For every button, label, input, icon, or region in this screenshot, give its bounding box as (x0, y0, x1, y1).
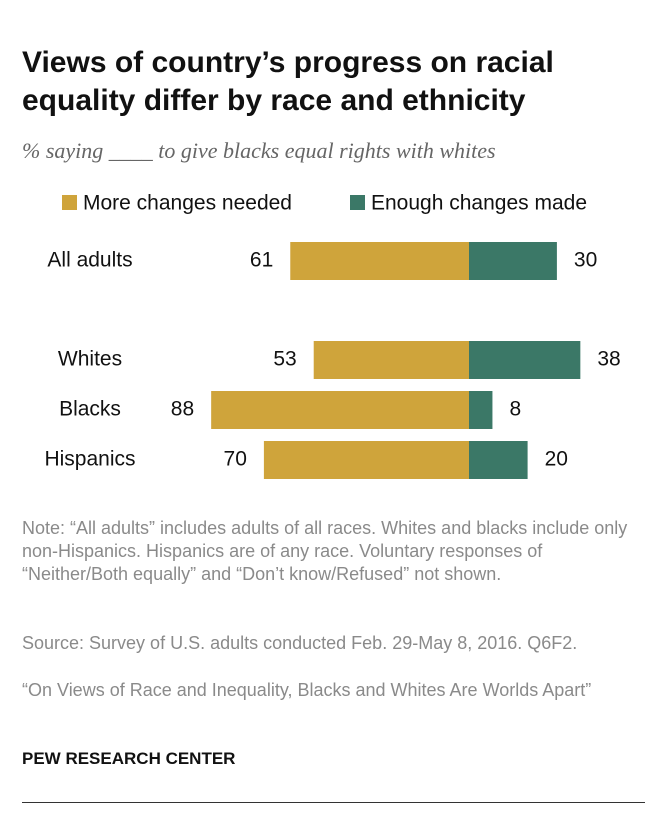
report-title: “On Views of Race and Inequality, Blacks… (22, 680, 592, 700)
value-label: 8 (509, 398, 521, 421)
bar (263, 441, 469, 479)
organization: PEW RESEARCH CENTER (22, 749, 236, 768)
value-label: 53 (273, 348, 296, 371)
bar (469, 341, 581, 379)
value-label: 61 (250, 249, 273, 272)
bottom-rule (22, 802, 645, 803)
value-label: 88 (171, 398, 194, 421)
chart-subtitle: % saying ____ to give blacks equal right… (22, 138, 496, 163)
legend-swatch (62, 195, 77, 210)
bar (469, 242, 557, 280)
value-label: 20 (545, 448, 568, 471)
category-label: Hispanics (44, 448, 135, 471)
chart: More changes needed Enough changes made Al… (44, 192, 621, 479)
value-label: 30 (574, 249, 597, 272)
bar (313, 341, 469, 379)
category-label: All adults (47, 249, 132, 272)
category-label: Blacks (59, 398, 121, 421)
note: Note: “All adults” includes adults of al… (22, 518, 628, 584)
value-label: 70 (224, 448, 247, 471)
chart-title: Views of country’s progress on racial eq… (22, 46, 554, 117)
legend-label: Enough changes made (371, 192, 587, 215)
value-label: 38 (597, 348, 620, 371)
bar (290, 242, 469, 280)
category-label: Whites (58, 348, 122, 371)
legend-label: More changes needed (83, 192, 292, 215)
source: Source: Survey of U.S. adults conducted … (22, 633, 578, 653)
bar (469, 391, 493, 429)
legend-swatch (350, 195, 365, 210)
bar (211, 391, 469, 429)
bar (469, 441, 528, 479)
